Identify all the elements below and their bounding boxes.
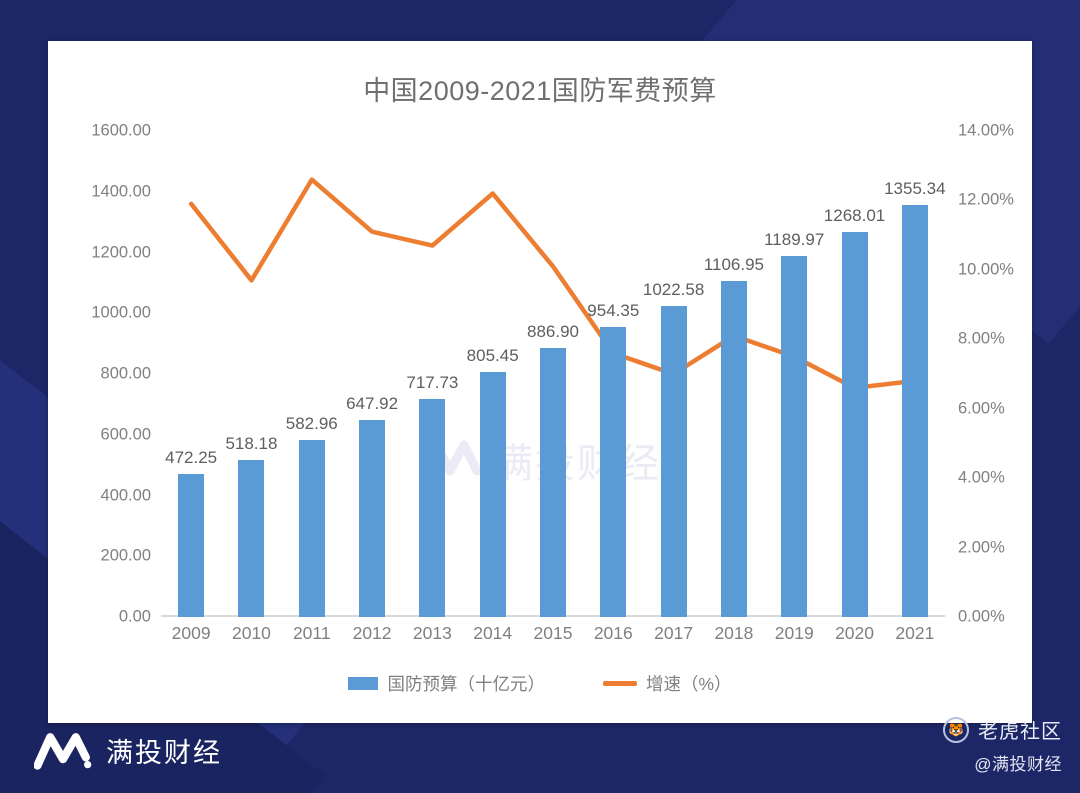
bar-value-label: 1106.95 bbox=[703, 254, 765, 274]
bar-2012[interactable] bbox=[359, 420, 386, 617]
bar-2019[interactable] bbox=[781, 255, 808, 617]
x-axis-tick-2009: 2009 bbox=[171, 623, 211, 643]
bar-column: 1268.01 bbox=[823, 131, 886, 617]
bar-2016[interactable] bbox=[600, 327, 627, 617]
y-left-tick: 1000.00 bbox=[91, 303, 151, 322]
bar-value-label: 1189.97 bbox=[764, 229, 825, 249]
y-left-tick: 600.00 bbox=[100, 425, 151, 444]
bar-2018[interactable] bbox=[720, 280, 747, 617]
bar-2011[interactable] bbox=[298, 439, 325, 617]
y-left-tick: 0.00 bbox=[118, 607, 151, 626]
bar-column: 518.18 bbox=[221, 131, 281, 617]
chart-title: 中国2009-2021国防军费预算 bbox=[363, 76, 717, 106]
bar-2015[interactable] bbox=[539, 347, 566, 617]
x-axis-tick-2020: 2020 bbox=[835, 623, 874, 643]
bar-value-label: 805.45 bbox=[466, 346, 519, 366]
x-axis-labels: 2009 2010 2011 2012 2013 2014 2015 2016 2017 2018… bbox=[161, 623, 945, 653]
bar-2017[interactable] bbox=[660, 306, 687, 617]
brand-footer: 满投财经 bbox=[34, 729, 222, 771]
brand-name: 满投财经 bbox=[106, 737, 222, 768]
bar-value-label: 1268.01 bbox=[823, 205, 886, 225]
legend-label-growth: 增速（%） bbox=[645, 674, 732, 694]
community-row: 🐯 老虎社区 bbox=[943, 715, 1062, 744]
y-right-tick: 2.00% bbox=[958, 538, 1005, 557]
y-right-tick: 6.00% bbox=[958, 399, 1005, 418]
bar-value-label: 582.96 bbox=[285, 413, 338, 433]
x-axis-tick-2012: 2012 bbox=[352, 623, 392, 643]
community-badge[interactable]: 🐯 老虎社区 @满投财经 bbox=[943, 715, 1062, 775]
legend-label-budget: 国防预算（十亿元） bbox=[387, 674, 545, 694]
bar-column: 886.90 bbox=[523, 131, 583, 617]
y-left-tick: 200.00 bbox=[100, 546, 151, 565]
bar-column: 647.92 bbox=[342, 131, 402, 617]
legend-bar-swatch-icon bbox=[348, 677, 379, 690]
bar-value-label: 1022.58 bbox=[642, 280, 705, 300]
community-name: 老虎社区 bbox=[978, 721, 1062, 743]
y-right-tick: 12.00% bbox=[958, 190, 1014, 209]
x-axis-tick-2019: 2019 bbox=[774, 623, 814, 643]
y-axis-right: 0.00% 2.00% 4.00% 6.00% 8.00% 10.00% 12.00% 14.… bbox=[948, 122, 1028, 626]
legend-item-budget[interactable]: 国防预算（十亿元） bbox=[348, 671, 545, 696]
bar-column: 1022.58 bbox=[642, 131, 705, 617]
plot-area: 472.25 518.18 582.96 647.92 717.73 805.45 886.… bbox=[161, 131, 946, 617]
y-right-tick: 10.00% bbox=[958, 260, 1014, 279]
chart-legend: 国防预算（十亿元） 增速（%） bbox=[48, 671, 1032, 696]
bar-column: 717.73 bbox=[402, 131, 462, 617]
bar-column: 1189.97 bbox=[764, 131, 824, 617]
bar-column: 954.35 bbox=[583, 131, 643, 617]
bar-2020[interactable] bbox=[841, 231, 868, 617]
x-axis-tick-2010: 2010 bbox=[231, 623, 271, 643]
bar-2014[interactable] bbox=[479, 372, 506, 617]
legend-line-swatch-icon bbox=[602, 681, 637, 686]
bar-2013[interactable] bbox=[419, 399, 446, 617]
tiger-circle-icon: 🐯 bbox=[943, 716, 969, 743]
y-right-tick: 14.00% bbox=[958, 121, 1014, 140]
bar-2010[interactable] bbox=[238, 459, 265, 617]
y-left-tick: 1200.00 bbox=[91, 243, 151, 261]
chart-card: 中国2009-2021国防军费预算 0.00 200.00 400.00 600.00… bbox=[48, 41, 1032, 723]
bar-value-label: 886.90 bbox=[526, 321, 579, 341]
bar-value-label: 518.18 bbox=[225, 433, 278, 453]
x-axis-tick-2013: 2013 bbox=[412, 623, 452, 643]
x-axis-tick-2016: 2016 bbox=[593, 623, 633, 643]
bar-value-label: 472.25 bbox=[165, 447, 218, 467]
bar-column: 805.45 bbox=[463, 131, 523, 617]
bar-value-label: 647.92 bbox=[346, 394, 399, 414]
y-left-tick: 400.00 bbox=[100, 486, 151, 504]
bar-column: 582.96 bbox=[282, 131, 342, 617]
x-axis-tick-2014: 2014 bbox=[473, 623, 513, 643]
bar-2009[interactable] bbox=[178, 473, 205, 617]
x-axis-tick-2021: 2021 bbox=[895, 623, 935, 643]
y-left-tick: 1600.00 bbox=[91, 121, 151, 140]
y-axis-left: 0.00 200.00 400.00 600.00 800.00 1000.00 1200.… bbox=[56, 122, 151, 626]
bar-column: 472.25 bbox=[161, 131, 221, 617]
bar-value-label: 717.73 bbox=[406, 373, 459, 392]
bar-column: 1106.95 bbox=[704, 131, 764, 617]
y-right-tick: 4.00% bbox=[958, 468, 1005, 487]
y-right-tick: 0.00% bbox=[958, 607, 1005, 626]
bar-2021[interactable] bbox=[901, 205, 928, 617]
x-axis-tick-2018: 2018 bbox=[714, 623, 754, 643]
mantou-m-logo-icon bbox=[34, 733, 92, 770]
x-axis-tick-2011: 2011 bbox=[292, 623, 331, 643]
x-axis-tick-2017: 2017 bbox=[654, 623, 694, 643]
y-left-tick: 1400.00 bbox=[91, 182, 151, 201]
legend-item-growth[interactable]: 增速（%） bbox=[602, 671, 732, 696]
bar-value-label: 954.35 bbox=[587, 301, 640, 321]
bar-column: 1355.34 bbox=[884, 131, 946, 617]
y-left-tick: 800.00 bbox=[100, 364, 151, 383]
bar-value-label: 1355.34 bbox=[884, 179, 946, 199]
community-handle: @满投财经 bbox=[974, 755, 1062, 774]
y-right-tick: 8.00% bbox=[958, 329, 1005, 348]
x-axis-tick-2015: 2015 bbox=[533, 623, 573, 643]
